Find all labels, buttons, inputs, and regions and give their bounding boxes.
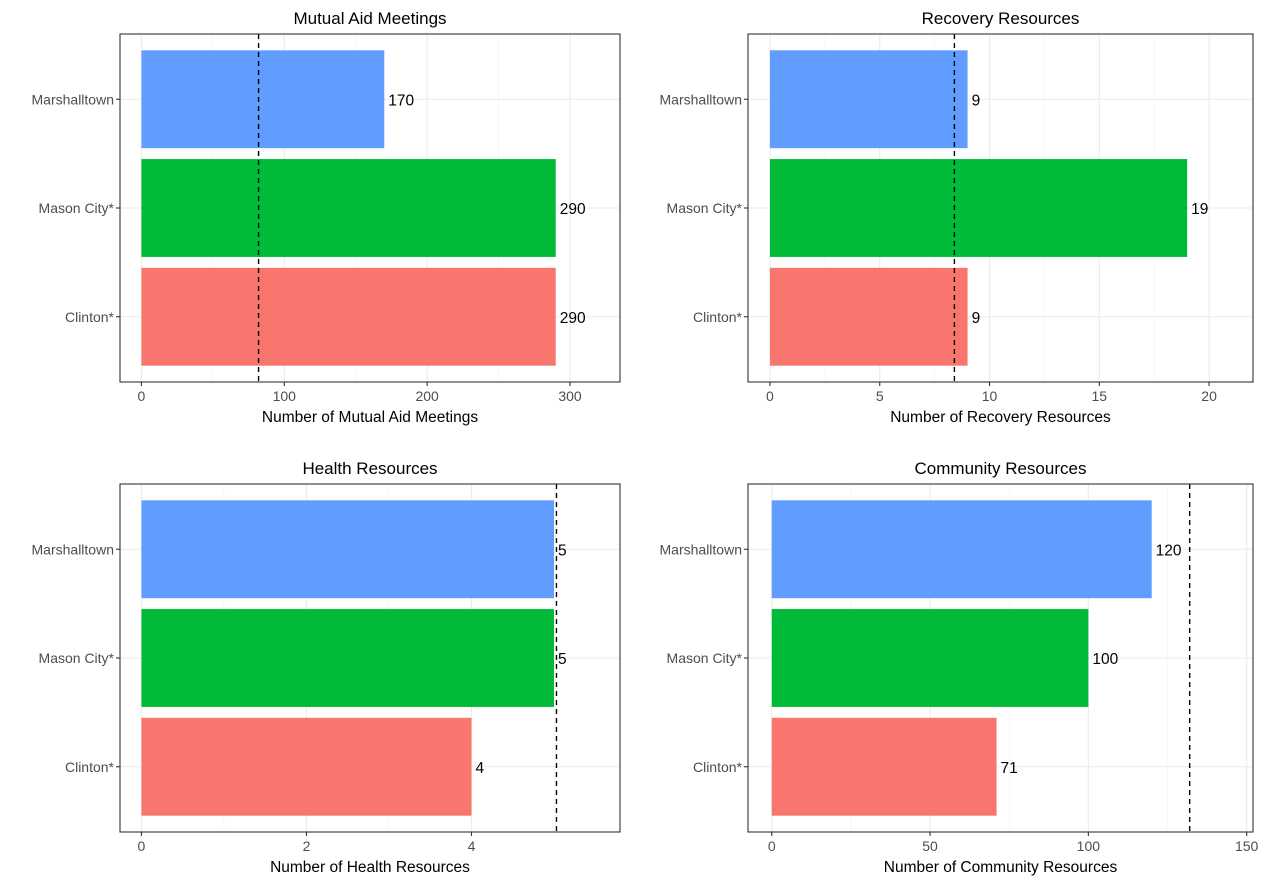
x-tick-label: 150 — [1235, 838, 1259, 854]
x-tick-label: 5 — [876, 388, 884, 404]
y-tick-label: Marshalltown — [32, 91, 114, 107]
x-tick-label: 2 — [303, 838, 311, 854]
x-tick-label: 50 — [922, 838, 938, 854]
y-tick-label: Clinton* — [693, 309, 743, 325]
y-tick-label: Clinton* — [693, 759, 743, 775]
chart-title: Mutual Aid Meetings — [293, 9, 446, 28]
y-tick-label: Mason City* — [39, 650, 115, 666]
x-axis-label: Number of Community Resources — [884, 859, 1118, 876]
x-tick-label: 15 — [1092, 388, 1108, 404]
chart-title: Community Resources — [915, 459, 1087, 478]
bar-clinton — [141, 267, 556, 366]
bar-mason-city — [771, 609, 1089, 707]
bar-clinton — [141, 717, 472, 816]
data-label: 19 — [1191, 201, 1208, 218]
data-label: 71 — [1001, 760, 1018, 777]
x-tick-label: 0 — [766, 388, 774, 404]
bar-marshalltown — [141, 50, 385, 149]
x-tick-label: 300 — [558, 388, 582, 404]
y-tick-label: Mason City* — [667, 650, 743, 666]
x-tick-label: 0 — [768, 838, 776, 854]
y-tick-label: Clinton* — [65, 309, 115, 325]
bar-marshalltown — [771, 500, 1152, 599]
x-axis-label: Number of Health Resources — [270, 859, 470, 876]
bar-clinton — [771, 717, 997, 816]
y-tick-label: Marshalltown — [660, 91, 742, 107]
x-tick-label: 100 — [273, 388, 297, 404]
panel-2: 9 19 9 Marshalltown Mason City* Clinton* 0 5 10 1… — [660, 9, 1254, 426]
data-label: 9 — [972, 92, 981, 109]
y-tick-label: Clinton* — [65, 759, 115, 775]
x-tick-label: 4 — [468, 838, 476, 854]
y-tick-label: Marshalltown — [32, 541, 114, 557]
chart-title: Recovery Resources — [922, 9, 1080, 28]
x-tick-label: 100 — [1077, 838, 1101, 854]
x-tick-label: 0 — [138, 388, 146, 404]
bar-marshalltown — [141, 500, 554, 599]
data-label: 100 — [1092, 651, 1118, 668]
data-label: 5 — [558, 542, 567, 559]
y-tick-label: Mason City* — [667, 200, 743, 216]
x-tick-label: 200 — [415, 388, 439, 404]
y-tick-label: Marshalltown — [660, 541, 742, 557]
data-label: 4 — [475, 760, 484, 777]
data-label: 290 — [560, 201, 586, 218]
x-tick-label: 20 — [1201, 388, 1217, 404]
panel-3: 5 5 4 Marshalltown Mason City* Clinton* 0 2 4 Hea… — [32, 459, 621, 876]
x-tick-label: 0 — [138, 838, 146, 854]
x-axis-label: Number of Mutual Aid Meetings — [262, 409, 478, 426]
y-tick-label: Mason City* — [39, 200, 115, 216]
data-label: 290 — [560, 310, 586, 327]
bar-mason-city — [141, 159, 556, 257]
x-tick-label: 10 — [982, 388, 998, 404]
bar-mason-city — [769, 159, 1188, 257]
bar-clinton — [769, 267, 968, 366]
data-label: 120 — [1156, 542, 1182, 559]
panel-4: 120 100 71 Marshalltown Mason City* Clinton* 0… — [660, 459, 1259, 876]
bar-mason-city — [141, 609, 554, 707]
chart-title: Health Resources — [302, 459, 437, 478]
data-label: 170 — [388, 92, 414, 109]
x-axis-label: Number of Recovery Resources — [890, 409, 1111, 426]
data-label: 9 — [972, 310, 981, 327]
panel-1: 170 290 290 Marshalltown Mason City* Clinton*… — [32, 9, 621, 426]
data-label: 5 — [558, 651, 567, 668]
bar-marshalltown — [769, 50, 968, 149]
